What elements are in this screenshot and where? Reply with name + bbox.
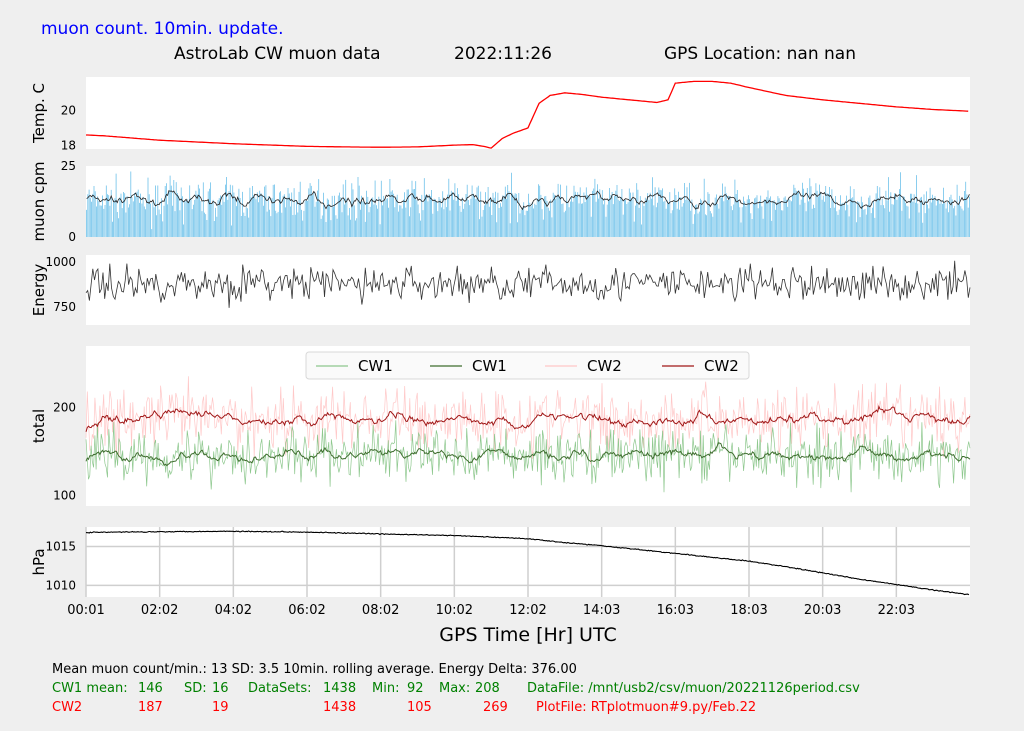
cw1-mean: 146	[138, 681, 163, 696]
temperature-ytick: 20	[61, 103, 76, 117]
total-ytick: 100	[53, 488, 76, 502]
total-legend	[305, 351, 750, 380]
cw2-label: CW2	[52, 700, 83, 715]
x-tick-label: 06:02	[288, 603, 325, 618]
x-axis-label: GPS Time [Hr] UTC	[439, 624, 617, 646]
legend-box	[305, 351, 750, 380]
muon-cpm-ytick: 0	[68, 230, 76, 244]
cw1-datafile: DataFile: /mnt/usb2/csv/muon/20221126per…	[527, 681, 860, 696]
cw1-raw-line	[85, 420, 971, 493]
cw1-datasets-label: DataSets:	[248, 681, 312, 696]
x-tick-label: 22:03	[878, 603, 915, 618]
pressure-ytick: 1015	[45, 539, 76, 553]
cw1-min-label: Min:	[372, 681, 400, 696]
cw2-raw-line	[85, 376, 971, 465]
cw1-average-line	[85, 442, 971, 467]
chart-date: 2022:11:26	[454, 44, 552, 64]
muon-bars	[86, 171, 970, 237]
muon-bar-series	[86, 171, 970, 237]
chart-subtitle: muon count. 10min. update.	[41, 19, 284, 39]
pressure-line	[85, 530, 970, 596]
pressure-ylabel: hPa	[30, 548, 48, 575]
x-tick-label: 12:02	[509, 603, 546, 618]
x-tick-label: 10:02	[436, 603, 473, 618]
energy-ytick: 1000	[45, 255, 76, 269]
x-tick-label: 16:03	[657, 603, 694, 618]
gps-location: GPS Location: nan nan	[664, 44, 856, 64]
muon-cpm-panel	[86, 166, 970, 237]
temperature-ytick: 18	[61, 138, 76, 152]
cw2-mean: 187	[138, 700, 163, 715]
cw2-min: 105	[407, 700, 432, 715]
x-tick-label: 20:03	[804, 603, 841, 618]
energy-line	[85, 260, 971, 308]
x-tick-label: 00:01	[67, 603, 104, 618]
x-tick-label: 08:02	[362, 603, 399, 618]
cw1-datasets: 1438	[323, 681, 357, 696]
stats-muon-text: Mean muon count/min.: 13 SD: 3.5 10min. …	[52, 662, 577, 677]
cw1-sd: 16	[212, 681, 229, 696]
legend-label: CW2	[587, 357, 622, 375]
cw2-average-line	[85, 405, 971, 432]
cw2-plotfile: PlotFile: RTplotmuon#9.py/Feb.22	[536, 700, 757, 715]
total-ytick: 200	[53, 401, 76, 415]
cw2-sd: 19	[212, 700, 229, 715]
cw1-sd-label: SD:	[184, 681, 207, 696]
temperature-ylabel: Temp. C	[30, 83, 48, 144]
x-tick-label: 04:02	[215, 603, 252, 618]
muon-cpm-ytick: 25	[61, 159, 76, 173]
x-tick-label: 18:03	[730, 603, 767, 618]
temperature-line	[86, 80, 969, 149]
energy-ylabel: Energy	[30, 264, 48, 317]
muon-cpm-ylabel: muon cpm	[30, 162, 48, 242]
cw1-max: 208	[475, 681, 500, 696]
legend-label: CW2	[704, 357, 739, 375]
chart-title: AstroLab CW muon data	[174, 44, 381, 64]
cw2-datasets: 1438	[323, 700, 357, 715]
cw1-label: CW1 mean:	[52, 681, 128, 696]
muon-rolling-average	[86, 190, 970, 211]
cw1-min: 92	[407, 681, 424, 696]
pressure-ytick: 1010	[45, 578, 76, 592]
x-tick-label: 14:03	[583, 603, 620, 618]
temperature-panel	[86, 77, 970, 149]
energy-ytick: 750	[53, 300, 76, 314]
legend-label: CW1	[358, 357, 393, 375]
total-ylabel: total	[30, 409, 48, 443]
cw2-max: 269	[483, 700, 508, 715]
cw1-max-label: Max:	[439, 681, 471, 696]
legend-label: CW1	[472, 357, 507, 375]
x-tick-label: 02:02	[141, 603, 178, 618]
